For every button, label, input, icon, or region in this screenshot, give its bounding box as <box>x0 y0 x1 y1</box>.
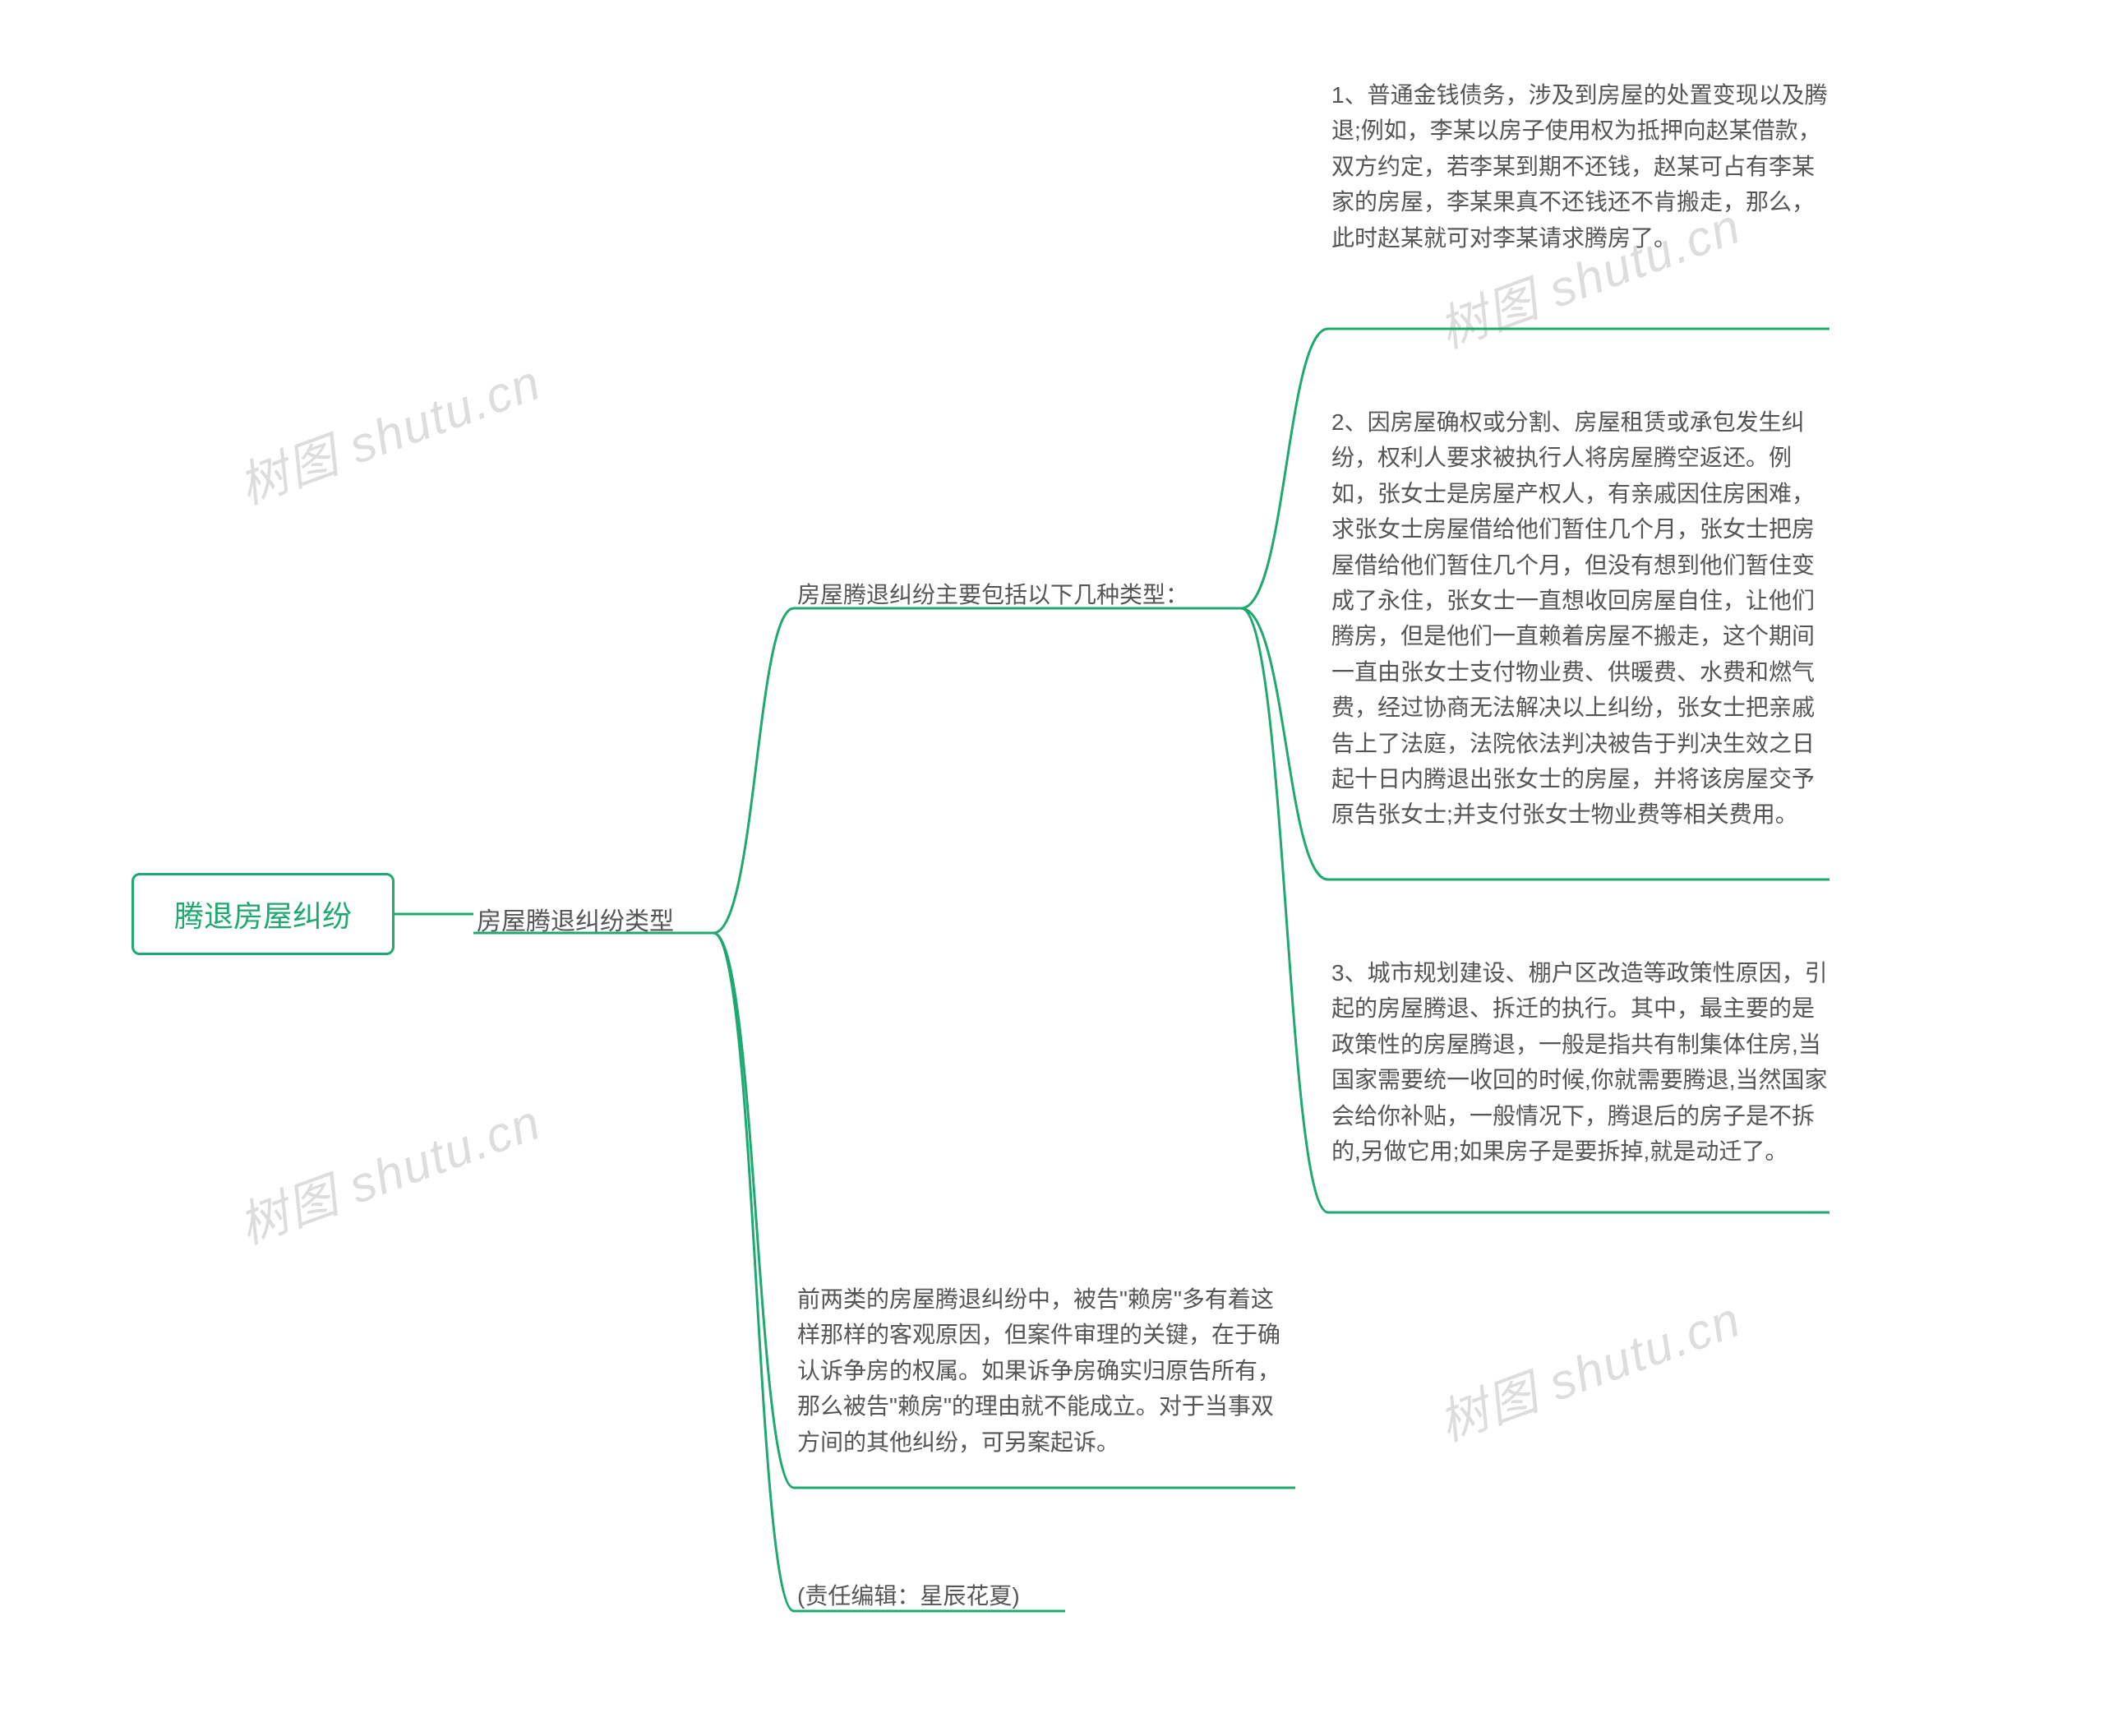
level2-node-types: 房屋腾退纠纷主要包括以下几种类型： <box>797 574 1241 616</box>
watermark: 树图 shutu.cn <box>228 343 550 519</box>
level1-node: 房屋腾退纠纷类型 <box>477 898 715 940</box>
level2-node-summary: 前两类的房屋腾退纠纷中，被告"赖房"多有着这样那样的客观原因，但案件审理的关键，… <box>797 1278 1295 1463</box>
leaf-node-1: 1、普通金钱债务，涉及到房屋的处置变现以及腾退;例如，李某以房子使用权为抵押向赵… <box>1331 74 1829 259</box>
watermark: 树图 shutu.cn <box>1428 1280 1750 1456</box>
level2-node-editor: (责任编辑：星辰花夏) <box>797 1575 1126 1617</box>
watermark: 树图 shutu.cn <box>228 1083 550 1258</box>
leaf-node-2: 2、因房屋确权或分割、房屋租赁或承包发生纠纷，权利人要求被执行人将房屋腾空返还。… <box>1331 401 1829 836</box>
mindmap-canvas: 树图 shutu.cn 树图 shutu.cn 树图 shutu.cn 树图 s… <box>0 0 2104 1736</box>
root-node: 腾退房屋纠纷 <box>132 873 394 955</box>
connector-lines <box>0 0 2104 1736</box>
leaf-node-3: 3、城市规划建设、棚户区改造等政策性原因，引起的房屋腾退、拆迁的执行。其中，最主… <box>1331 952 1829 1172</box>
